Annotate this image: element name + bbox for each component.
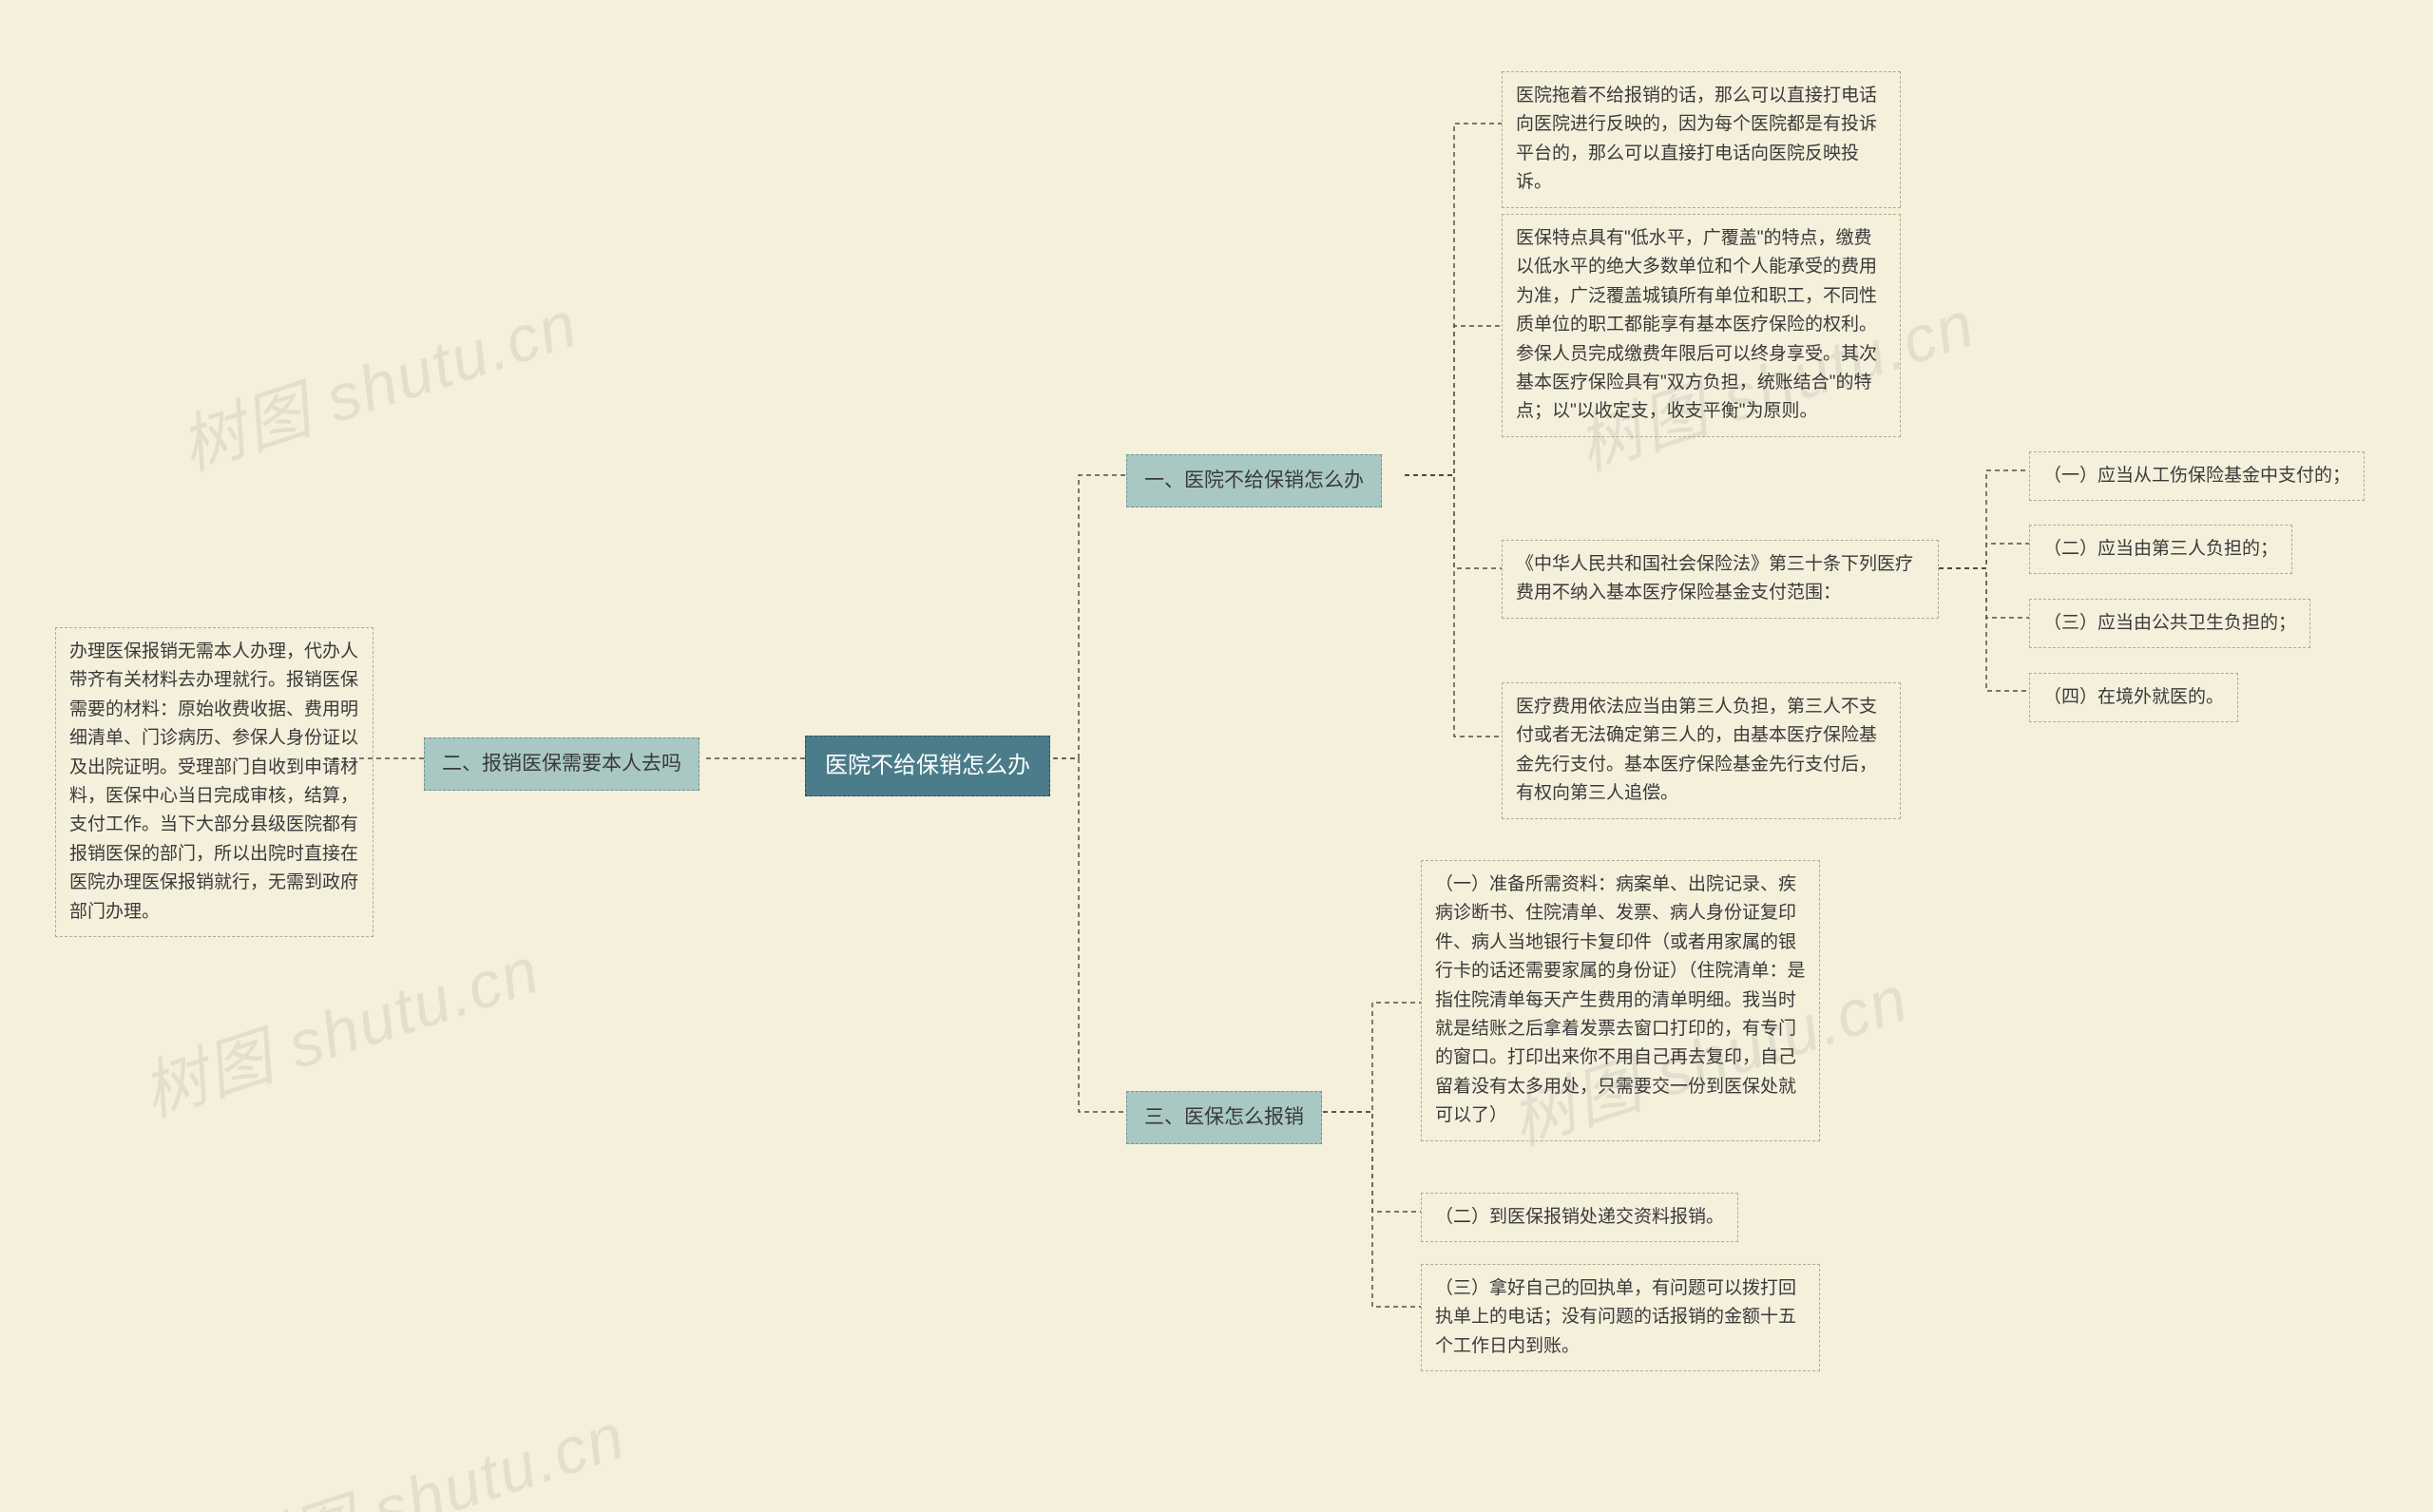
leaf-text: （一）应当从工伤保险基金中支付的； bbox=[2043, 466, 2350, 486]
branch1-leaf-d: 医疗费用依法应当由第三人负担，第三人不支付或者无法确定第三人的，由基本医疗保险基… bbox=[1502, 682, 1901, 819]
branch1-node: 一、医院不给保销怎么办 bbox=[1126, 454, 1382, 507]
leaf-text: （三）拿好自己的回执单，有问题可以拨打回执单上的电话；没有问题的话报销的金额十五… bbox=[1435, 1278, 1796, 1356]
root-label: 医院不给保销怎么办 bbox=[825, 753, 1030, 778]
branch1-leaf-c2: （二）应当由第三人负担的； bbox=[2029, 525, 2292, 574]
branch2-node: 二、报销医保需要本人去吗 bbox=[424, 737, 699, 791]
branch1-leaf-c1: （一）应当从工伤保险基金中支付的； bbox=[2029, 451, 2365, 501]
root-node: 医院不给保销怎么办 bbox=[805, 736, 1050, 796]
branch3-label: 三、医保怎么报销 bbox=[1144, 1106, 1304, 1128]
branch3-node: 三、医保怎么报销 bbox=[1126, 1091, 1322, 1144]
branch1-leaf-c4: （四）在境外就医的。 bbox=[2029, 673, 2238, 722]
leaf-text: 《中华人民共和国社会保险法》第三十条下列医疗费用不纳入基本医疗保险基金支付范围： bbox=[1516, 554, 1913, 603]
leaf-text: （一）准备所需资料：病案单、出院记录、疾病诊断书、住院清单、发票、病人身份证复印… bbox=[1435, 874, 1806, 1125]
leaf-text: （二）到医保报销处递交资料报销。 bbox=[1435, 1207, 1724, 1227]
leaf-text: （二）应当由第三人负担的； bbox=[2043, 539, 2278, 559]
branch3-leaf-c: （三）拿好自己的回执单，有问题可以拨打回执单上的电话；没有问题的话报销的金额十五… bbox=[1421, 1264, 1820, 1371]
branch1-leaf-a: 医院拖着不给报销的话，那么可以直接打电话向医院进行反映的，因为每个医院都是有投诉… bbox=[1502, 71, 1901, 208]
branch3-leaf-a: （一）准备所需资料：病案单、出院记录、疾病诊断书、住院清单、发票、病人身份证复印… bbox=[1421, 860, 1820, 1141]
leaf-text: 办理医保报销无需本人办理，代办人带齐有关材料去办理就行。报销医保需要的材料：原始… bbox=[69, 641, 358, 922]
leaf-text: 医院拖着不给报销的话，那么可以直接打电话向医院进行反映的，因为每个医院都是有投诉… bbox=[1516, 86, 1877, 192]
branch2-leaf: 办理医保报销无需本人办理，代办人带齐有关材料去办理就行。报销医保需要的材料：原始… bbox=[55, 627, 374, 937]
leaf-text: （三）应当由公共卫生负担的； bbox=[2043, 613, 2296, 633]
branch2-label: 二、报销医保需要本人去吗 bbox=[442, 753, 681, 775]
branch3-leaf-b: （二）到医保报销处递交资料报销。 bbox=[1421, 1193, 1738, 1242]
leaf-text: 医疗费用依法应当由第三人负担，第三人不支付或者无法确定第三人的，由基本医疗保险基… bbox=[1516, 697, 1877, 803]
branch1-leaf-c3: （三）应当由公共卫生负担的； bbox=[2029, 599, 2310, 648]
watermark: 树图 shutu.cn bbox=[166, 271, 587, 488]
branch1-label: 一、医院不给保销怎么办 bbox=[1144, 469, 1364, 491]
leaf-text: （四）在境外就医的。 bbox=[2043, 687, 2224, 707]
branch1-leaf-b: 医保特点具有"低水平，广覆盖"的特点，缴费以低水平的绝大多数单位和个人能承受的费… bbox=[1502, 214, 1901, 437]
watermark: 树图 shutu.cn bbox=[128, 917, 549, 1134]
watermark: 树图 shutu.cn bbox=[214, 1383, 635, 1512]
leaf-text: 医保特点具有"低水平，广覆盖"的特点，缴费以低水平的绝大多数单位和个人能承受的费… bbox=[1516, 228, 1877, 421]
branch1-leaf-c: 《中华人民共和国社会保险法》第三十条下列医疗费用不纳入基本医疗保险基金支付范围： bbox=[1502, 540, 1939, 619]
